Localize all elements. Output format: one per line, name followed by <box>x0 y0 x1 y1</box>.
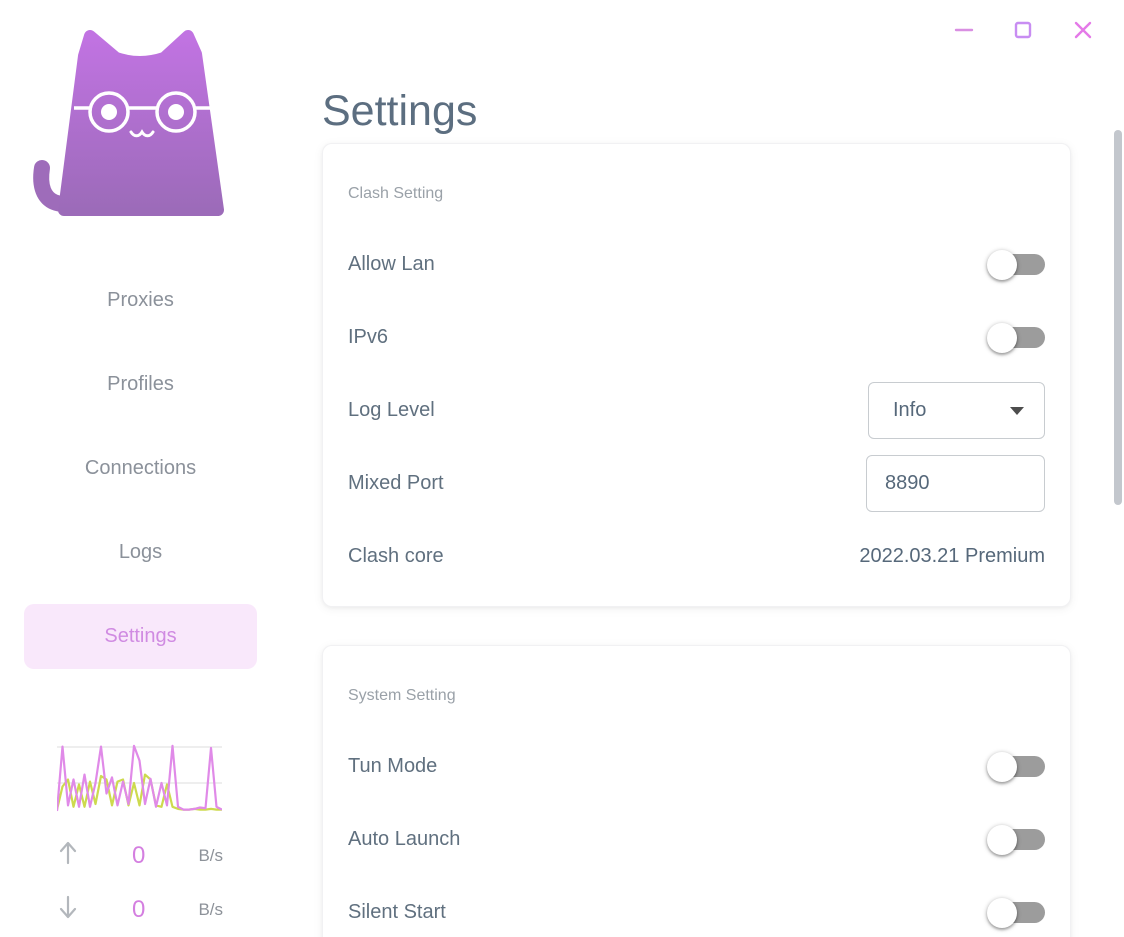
clash-core-value: 2022.03.21 Premium <box>859 545 1045 567</box>
download-speed-value: 0 <box>132 895 146 923</box>
auto-launch-toggle[interactable] <box>987 824 1045 855</box>
sidebar-item-settings[interactable]: Settings <box>24 604 257 669</box>
system-setting-card: System Setting Tun Mode Auto Launch Sile… <box>322 645 1071 937</box>
sidebar: Proxies Profiles Connections Logs Settin… <box>0 0 280 937</box>
minimize-button[interactable] <box>952 18 976 42</box>
mixed-port-label: Mixed Port <box>348 472 444 494</box>
ipv6-row: IPv6 <box>348 301 1045 374</box>
log-level-selected-value: Info <box>893 399 927 421</box>
silent-start-label: Silent Start <box>348 901 446 923</box>
maximize-button[interactable] <box>1011 18 1035 42</box>
auto-launch-row: Auto Launch <box>348 803 1045 876</box>
log-level-select[interactable]: Info <box>868 382 1045 439</box>
page-title: Settings <box>322 86 478 135</box>
cat-logo <box>30 30 230 222</box>
clash-setting-section-label: Clash Setting <box>348 185 444 202</box>
clash-core-label: Clash core <box>348 545 444 567</box>
allow-lan-row: Allow Lan <box>348 228 1045 301</box>
glasses-icon <box>74 91 211 133</box>
allow-lan-toggle[interactable] <box>987 249 1045 280</box>
log-level-label: Log Level <box>348 399 435 421</box>
upload-series-line <box>57 744 222 812</box>
mixed-port-input[interactable] <box>866 455 1045 512</box>
silent-start-row: Silent Start <box>348 876 1045 937</box>
download-speed-row: 0 B/s <box>57 894 223 925</box>
traffic-graph <box>57 736 222 815</box>
sidebar-item-profiles[interactable]: Profiles <box>107 373 174 395</box>
log-level-row: Log Level Info <box>348 374 1045 447</box>
mixed-port-row: Mixed Port <box>348 447 1045 520</box>
sidebar-menu: Proxies Profiles Connections Logs Settin… <box>24 268 257 688</box>
scrollbar[interactable] <box>1114 130 1122 505</box>
allow-lan-label: Allow Lan <box>348 253 435 275</box>
upload-speed-unit: B/s <box>198 845 223 865</box>
ipv6-toggle[interactable] <box>987 322 1045 353</box>
ipv6-label: IPv6 <box>348 326 389 348</box>
tun-mode-row: Tun Mode <box>348 730 1045 803</box>
sidebar-item-proxies[interactable]: Proxies <box>107 289 174 311</box>
system-setting-section-label: System Setting <box>348 687 456 704</box>
upload-speed-value: 0 <box>132 841 146 869</box>
arrow-up-icon <box>57 840 79 871</box>
silent-start-toggle[interactable] <box>987 897 1045 928</box>
close-button[interactable] <box>1071 18 1095 42</box>
sidebar-item-connections[interactable]: Connections <box>84 457 197 479</box>
upload-speed-row: 0 B/s <box>57 840 223 871</box>
clash-core-row: Clash core 2022.03.21 Premium <box>348 520 1045 593</box>
clash-setting-card: Clash Setting Allow Lan IPv6 Log Level I… <box>322 143 1071 607</box>
chevron-down-icon <box>1010 406 1024 415</box>
auto-launch-label: Auto Launch <box>348 828 461 850</box>
arrow-down-icon <box>57 894 79 925</box>
sidebar-item-logs[interactable]: Logs <box>118 541 163 563</box>
tun-mode-toggle[interactable] <box>987 751 1045 782</box>
download-speed-unit: B/s <box>198 899 223 919</box>
cat-logo-image <box>33 30 224 216</box>
tun-mode-label: Tun Mode <box>348 755 438 777</box>
